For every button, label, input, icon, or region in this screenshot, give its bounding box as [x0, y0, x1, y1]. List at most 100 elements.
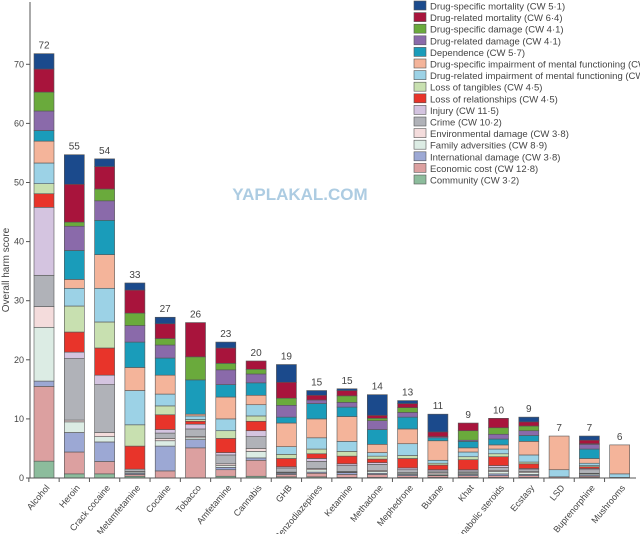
legend-label: Economic cost (CW 12·8): [430, 164, 538, 175]
y-tick-label: 10: [14, 414, 24, 424]
bar-segment: [94, 166, 115, 190]
bar-segment: [245, 420, 267, 432]
bar-segment: [518, 421, 540, 427]
bar-segment: [397, 407, 418, 413]
bar-segment: [154, 432, 176, 439]
bar-segment: [276, 446, 297, 455]
bar-segment: [548, 435, 570, 471]
bar-segment: [215, 438, 237, 453]
bar-segment: [185, 428, 206, 437]
y-axis-label: Overall harm score: [1, 227, 12, 312]
bar-segment: [306, 461, 328, 469]
bar-segment: [276, 416, 297, 424]
bar-segment: [245, 448, 267, 452]
bar-segment: [276, 422, 297, 447]
total-label: 54: [99, 146, 111, 157]
bar-segment: [245, 430, 267, 437]
bar-segment: [124, 390, 146, 426]
bar-segment: [488, 433, 509, 440]
bar-segment: [397, 403, 418, 408]
bar-segment: [215, 418, 237, 432]
bar-segment: [215, 341, 237, 349]
bar-segment: [215, 467, 237, 471]
y-tick-label: 50: [14, 178, 24, 188]
legend-swatch: [413, 23, 427, 34]
bar-segment: [215, 363, 237, 371]
bar-segment: [33, 274, 55, 307]
bar-segment: [245, 373, 267, 384]
x-tick-label: Cocaine: [144, 483, 173, 515]
bar-segment: [457, 447, 479, 453]
legend-label: Drug-specific damage (CW 4·1): [430, 25, 564, 36]
bar-segment: [488, 453, 509, 458]
bar-segment: [33, 91, 55, 112]
bar-segment: [276, 467, 297, 473]
bar-segment: [276, 405, 297, 418]
bar-segment: [154, 323, 176, 339]
bar-segment: [366, 394, 388, 416]
bar-segment: [245, 404, 267, 417]
bar-segment: [336, 465, 358, 472]
bar-segment: [306, 437, 328, 450]
bar-segment: [336, 455, 358, 465]
bar-segment: [306, 390, 328, 396]
total-label: 9: [465, 410, 471, 421]
bar-segment: [609, 473, 631, 478]
bar-segment: [94, 220, 115, 255]
bar-segment: [579, 462, 600, 466]
bar-segment: [185, 322, 206, 358]
bar-segment: [397, 469, 418, 473]
bar-segment: [488, 444, 509, 450]
bar-segment: [64, 432, 85, 453]
total-label: 20: [251, 348, 263, 359]
total-label: 55: [69, 142, 81, 153]
bar-segment: [154, 414, 176, 430]
bar-segment: [154, 445, 176, 472]
bar-segment: [94, 461, 115, 475]
legend-swatch: [413, 116, 427, 127]
bar-segment: [366, 452, 388, 457]
bar-segment: [94, 200, 115, 221]
bar-segment: [518, 435, 540, 442]
bar-segment: [245, 457, 267, 461]
bar-segment: [33, 193, 55, 208]
legend-swatch: [413, 70, 427, 80]
bar-segment: [215, 469, 237, 477]
bar-segment: [397, 416, 418, 430]
bar-segment: [488, 467, 509, 471]
total-label: 10: [493, 405, 505, 416]
legend-swatch: [413, 174, 427, 185]
bar-segment: [185, 447, 206, 479]
bar-segment: [64, 351, 85, 359]
bar-segment: [518, 430, 540, 436]
x-tick-label: Cannabis: [232, 482, 264, 518]
bar-segment: [185, 439, 206, 449]
bar-segment: [94, 254, 115, 289]
legend-label: Dependence (CW 5·7): [430, 48, 525, 59]
bar-segment: [306, 403, 328, 420]
total-label: 23: [220, 329, 232, 340]
x-tick-label: Khat: [456, 482, 476, 503]
bar-segment: [64, 358, 85, 421]
bar-segment: [64, 305, 85, 333]
bar-segment: [154, 338, 176, 346]
bar-segment: [518, 441, 540, 456]
bar-segment: [64, 331, 85, 353]
bar-segment: [488, 418, 509, 429]
bar-segment: [94, 384, 115, 433]
bar-segment: [397, 428, 418, 445]
bar-segment: [427, 464, 449, 471]
bar-segment: [336, 390, 358, 397]
bar-segment: [215, 396, 237, 420]
bar-segment: [306, 418, 328, 439]
bar-segment: [154, 344, 176, 359]
bar-segment: [33, 380, 55, 387]
bar-segment: [154, 316, 176, 325]
bar-segment: [154, 429, 176, 434]
bar-segment: [457, 456, 479, 460]
y-tick-label: 60: [14, 118, 24, 128]
bar-segment: [518, 416, 540, 423]
bar-segment: [427, 440, 449, 461]
bar-segment: [33, 68, 55, 93]
bar-segment: [124, 445, 146, 470]
